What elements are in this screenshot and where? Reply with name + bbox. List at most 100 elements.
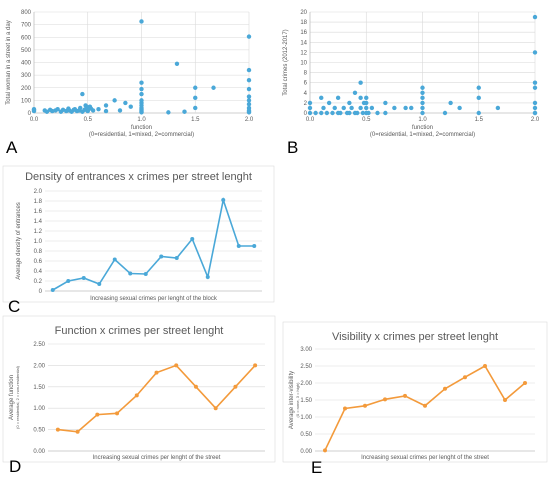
chart-c-point	[190, 237, 195, 241]
chart-b-point	[532, 110, 538, 116]
chart-d-point	[154, 370, 159, 375]
panel-letter-d: D	[9, 457, 21, 476]
chart-c-ytick-label: 0.8	[34, 249, 43, 255]
chart-a-point	[112, 98, 117, 103]
chart-a-point	[246, 77, 252, 83]
chart-b-point	[355, 110, 360, 116]
chart-a-point	[193, 95, 198, 101]
chart-a-point	[31, 107, 37, 112]
chart-a-point	[174, 61, 180, 66]
chart-a-point	[246, 94, 252, 99]
chart-e-ylabel-note: (0 = none, 3 = high)	[295, 382, 300, 418]
chart-a-point	[55, 107, 60, 112]
chart-b-ytick-label: 6	[304, 81, 308, 87]
chart-b-point	[307, 105, 313, 111]
chart-d-point	[134, 393, 139, 398]
chart-a-xtick-label: 0.0	[30, 117, 39, 123]
chart-b-point	[420, 85, 425, 90]
chart-a-xlabel-note: (0=residential, 1=mixed, 2=commercial)	[89, 132, 194, 138]
chart-b-ytick-label: 2	[304, 101, 308, 107]
chart-a-point	[90, 108, 96, 113]
chart-a-point	[96, 107, 101, 112]
chart-a-point	[139, 91, 144, 97]
chart-b-ytick-label: 12	[300, 50, 307, 56]
chart-c-point	[66, 279, 71, 283]
chart-d-point	[95, 412, 100, 417]
chart-b-ytick-label: 20	[300, 10, 307, 16]
chart-d-point	[174, 363, 179, 368]
chart-b-point	[476, 95, 481, 101]
chart-a-xlabel: function	[131, 125, 152, 131]
chart-b-point	[326, 100, 332, 106]
chart-a-xtick-label: 1.5	[191, 117, 200, 123]
chart-b-point	[321, 105, 326, 111]
chart-a-ylabel: Total woman in a street in a day	[6, 20, 12, 104]
chart-b-point	[476, 110, 481, 116]
chart-e-point	[363, 403, 367, 408]
chart-b-ytick-label: 18	[300, 20, 307, 26]
chart-a-point	[139, 110, 144, 115]
chart-e-xlabel: Increasing sexual crimes per lenght of t…	[361, 455, 489, 461]
chart-c-ytick-label: 1.6	[34, 209, 43, 215]
chart-c-point	[159, 254, 164, 259]
chart-b-point	[392, 105, 397, 111]
chart-b-point	[457, 105, 462, 111]
chart-c-point	[81, 276, 86, 280]
chart-d-point	[253, 363, 258, 368]
chart-c-ytick-label: 1.8	[34, 199, 43, 205]
chart-e-ylabel: Average inter-visibility	[289, 371, 295, 429]
chart-b-point	[335, 95, 341, 101]
chart-e-point	[383, 397, 387, 402]
panel-letter-b: B	[287, 138, 298, 157]
chart-a-ytick-label: 500	[21, 48, 32, 54]
panel-letter-e: E	[311, 458, 322, 477]
chart-c-ytick-label: 1.4	[34, 219, 43, 225]
chart-c-frame	[2, 165, 275, 303]
chart-a-ytick-label: 0	[28, 111, 32, 117]
chart-d-title: Function x crimes per street lenght	[55, 325, 224, 337]
chart-a-point	[123, 100, 128, 106]
chart-d-ytick-label: 2.00	[33, 363, 45, 369]
chart-b-ytick-label: 14	[300, 40, 307, 46]
chart-e-title: Visibility x crimes per street lenght	[332, 331, 498, 343]
chart-a-point	[211, 85, 216, 90]
chart-b-point	[360, 110, 366, 116]
chart-b-point	[364, 105, 369, 111]
chart-a-point	[44, 109, 50, 114]
chart-e-frame	[282, 321, 548, 463]
chart-b-point	[420, 105, 425, 111]
chart-c-point	[143, 272, 148, 276]
chart-c-ylabel: Average density of entrances	[16, 202, 22, 280]
chart-b-xlabel-note: (0=residential, 1=mixed, 2=commercial)	[370, 132, 475, 138]
chart-b-point	[347, 110, 352, 116]
chart-c-ytick-label: 0.4	[34, 269, 43, 275]
chart-b-ytick-label: 10	[300, 61, 307, 67]
chart-c-ytick-label: 0.2	[34, 279, 43, 285]
chart-e-ytick-label: 3.00	[300, 347, 312, 353]
chart-d-ytick-label: 1.50	[33, 385, 45, 391]
chart-b-point	[307, 100, 313, 106]
chart-b-point	[442, 110, 448, 116]
chart-b-point	[307, 110, 313, 116]
chart-d-point	[193, 384, 198, 389]
chart-d-ytick-label: 1.00	[33, 406, 45, 412]
panel-letter-a: A	[6, 138, 18, 157]
chart-d-point	[115, 411, 120, 416]
chart-a-point	[128, 104, 133, 109]
chart-e-point	[523, 381, 527, 385]
chart-b-xtick-label: 1.5	[475, 117, 484, 123]
chart-c-ytick-label: 0.6	[34, 259, 43, 265]
chart-c-ytick-label: 2.0	[34, 189, 43, 195]
chart-b-point	[420, 90, 425, 96]
chart-c-point	[97, 282, 102, 286]
chart-c-ytick-label: 1.0	[34, 239, 43, 245]
chart-c-point	[221, 198, 226, 202]
chart-b-point	[532, 100, 538, 106]
chart-e-point	[423, 403, 427, 408]
chart-b-ylabel: Total crimes (2012-2017)	[283, 29, 289, 95]
chart-a-point	[246, 34, 252, 39]
chart-b-xtick-label: 1.0	[418, 117, 427, 123]
panel-letter-c: C	[8, 297, 20, 316]
chart-a-point	[117, 108, 123, 113]
